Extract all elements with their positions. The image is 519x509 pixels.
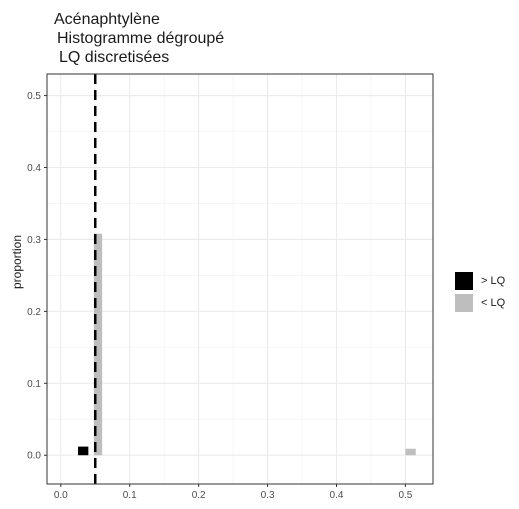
plot-border (46, 73, 434, 485)
y-tick-label: 0.2 (27, 307, 41, 318)
x-axis: 0.0 0.1 0.2 0.3 0.4 0.5 (54, 484, 413, 501)
bar-gt-lq (78, 446, 89, 456)
x-tick-label: 0.4 (330, 490, 344, 501)
bar-lt-lq (93, 233, 103, 456)
y-axis-title: proportion (10, 235, 24, 289)
x-tick-label: 0.3 (261, 490, 275, 501)
y-axis: 0.0 0.1 0.2 0.3 0.4 0.5 (27, 91, 47, 462)
legend-label-gt-lq: > LQ (481, 275, 506, 287)
title-line-3: LQ discretisées (59, 49, 170, 66)
y-tick-label: 0.5 (27, 91, 41, 102)
x-tick-label: 0.1 (123, 490, 137, 501)
x-tick-label: 0.2 (192, 490, 206, 501)
bar-lt-lq (405, 448, 416, 456)
legend-item-gt-lq: > LQ (455, 271, 505, 291)
legend-label-lt-lq: < LQ (481, 297, 506, 309)
title-line-1: Acénaphtylène (54, 11, 160, 28)
y-tick-label: 0.4 (27, 163, 41, 174)
legend-swatch-gt-lq (455, 272, 473, 290)
y-tick-label: 0.3 (27, 235, 41, 246)
legend: > LQ < LQ (455, 271, 505, 315)
x-tick-label: 0.5 (398, 490, 412, 501)
y-tick-label: 0.0 (27, 451, 41, 462)
bars-layer (78, 233, 416, 456)
x-tick-label: 0.0 (54, 490, 68, 501)
grid-lines (47, 74, 433, 484)
y-tick-label: 0.1 (27, 379, 41, 390)
chart-title: Acénaphtylène Histogramme dégroupé LQ disc… (54, 10, 224, 67)
title-line-2: Histogramme dégroupé (57, 30, 225, 47)
legend-swatch-lt-lq (455, 294, 473, 312)
legend-item-lt-lq: < LQ (455, 293, 505, 313)
plot-panel (47, 74, 433, 484)
